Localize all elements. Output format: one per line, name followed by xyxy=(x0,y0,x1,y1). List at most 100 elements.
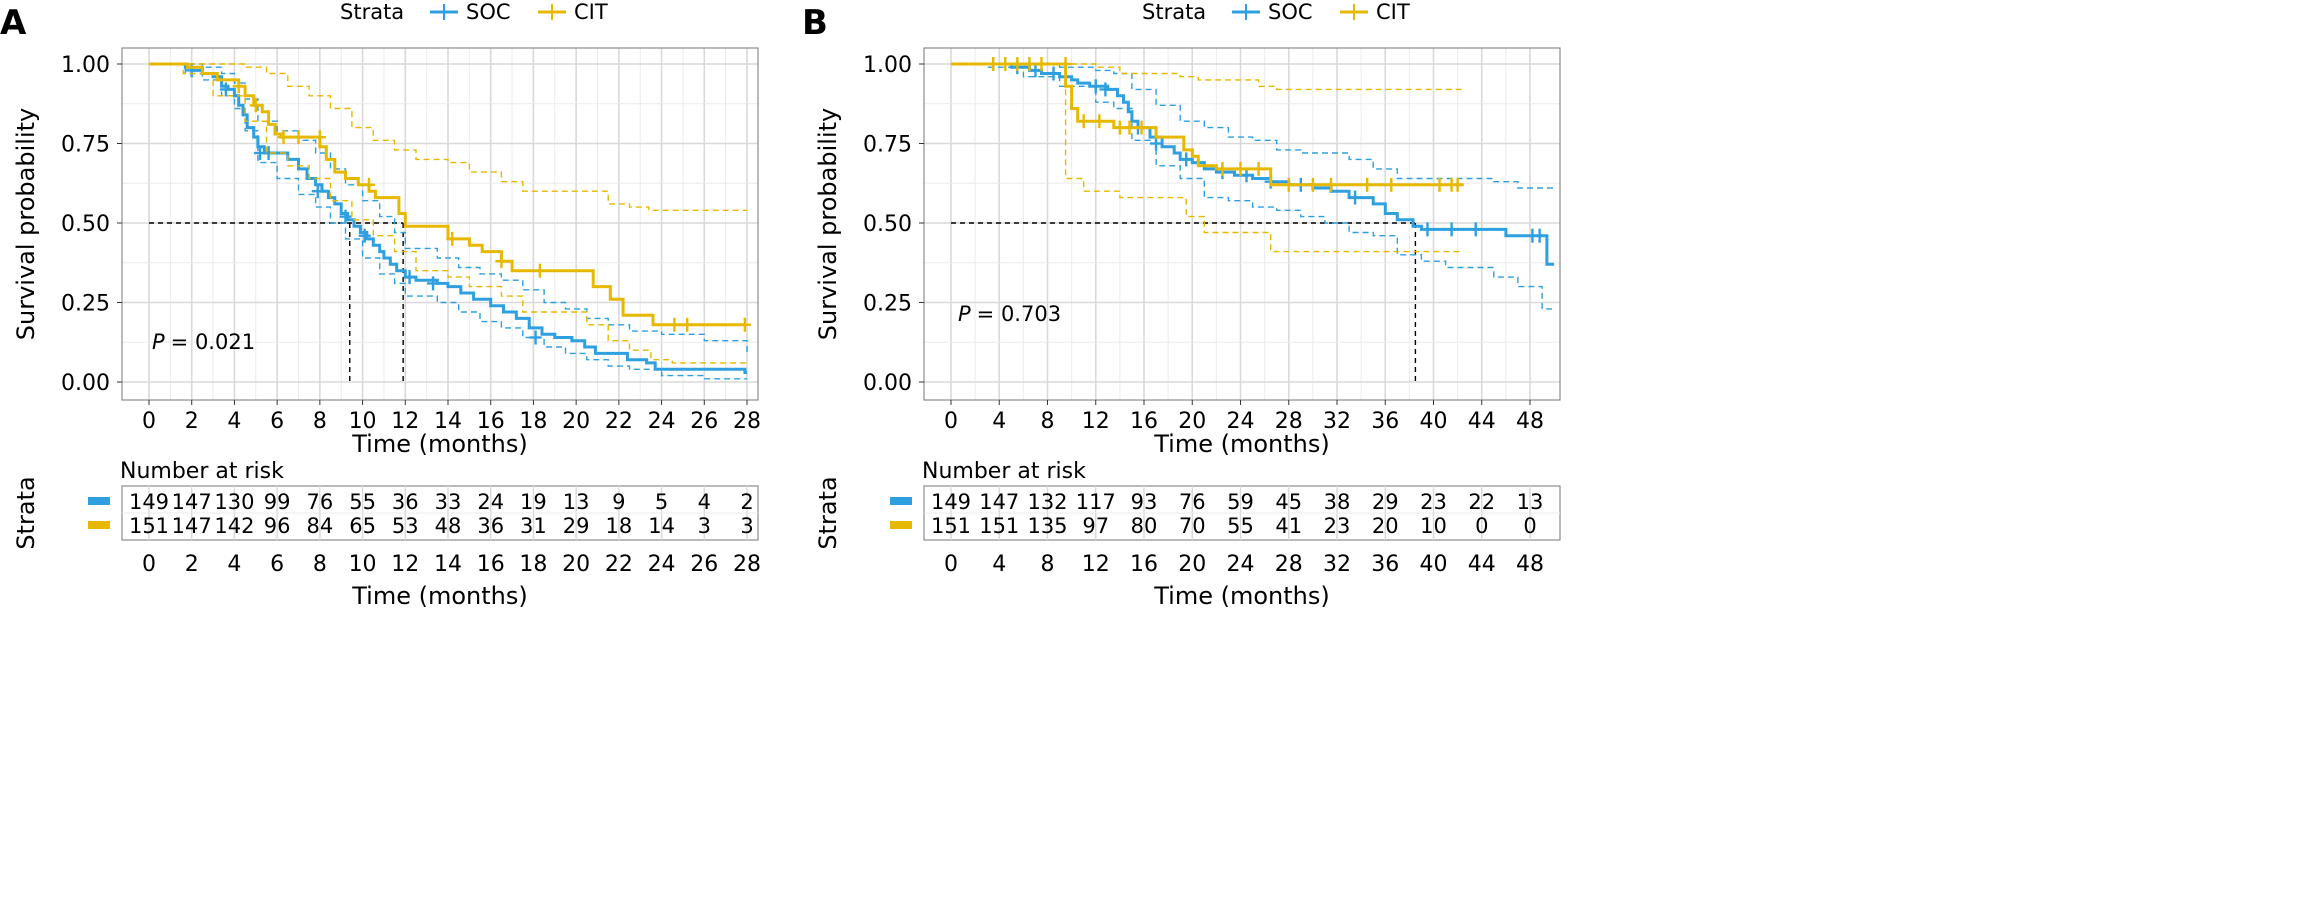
risk-count-cit: 10 xyxy=(1420,514,1447,538)
risk-x-tick-label: 48 xyxy=(1516,552,1544,577)
risk-x-tick-label: 0 xyxy=(142,552,156,577)
censor-mark-soc xyxy=(219,82,232,97)
x-tick-label: 40 xyxy=(1420,409,1448,434)
p-value: P = 0.021 xyxy=(152,330,255,354)
x-tick-label: 20 xyxy=(1178,409,1206,434)
survival-curve-cit xyxy=(951,62,1464,187)
panel-letter: A xyxy=(0,3,27,43)
y-axis-title: Survival probability xyxy=(814,108,842,340)
censor-mark-cit xyxy=(1385,177,1398,192)
x-tick-label: 18 xyxy=(519,409,547,434)
censor-mark-cit xyxy=(987,57,1000,71)
x-tick-label: 0 xyxy=(944,409,958,434)
censor-mark-cit xyxy=(668,317,681,332)
risk-x-tick-label: 24 xyxy=(648,552,676,577)
censor-mark-soc xyxy=(1089,79,1102,94)
legend-label-soc: SOC xyxy=(1268,0,1313,24)
risk-count-soc: 5 xyxy=(655,490,668,514)
risk-count-cit: 135 xyxy=(1027,514,1067,538)
risk-count-soc: 22 xyxy=(1468,490,1495,514)
legend-title: Strata xyxy=(1142,0,1206,24)
risk-count-cit: 23 xyxy=(1324,514,1351,538)
risk-count-cit: 151 xyxy=(931,514,971,538)
risk-count-soc: 149 xyxy=(129,490,169,514)
risk-x-tick-label: 16 xyxy=(477,552,505,577)
risk-x-tick-label: 20 xyxy=(562,552,590,577)
censor-mark-cit xyxy=(533,263,546,278)
risk-count-cit: 142 xyxy=(214,514,254,538)
x-tick-label: 22 xyxy=(605,409,633,434)
risk-x-tick-label: 18 xyxy=(519,552,547,577)
x-tick-label: 12 xyxy=(1082,409,1110,434)
x-tick-label: 14 xyxy=(434,409,462,434)
risk-count-soc: 9 xyxy=(612,490,625,514)
plot-border xyxy=(121,47,759,401)
risk-count-cit: 147 xyxy=(172,514,212,538)
risk-count-cit: 0 xyxy=(1475,514,1488,538)
risk-count-soc: 2 xyxy=(740,490,753,514)
censor-mark-cit xyxy=(362,177,375,192)
legend-title: Strata xyxy=(340,0,404,24)
censor-mark-cit xyxy=(1123,120,1136,135)
series-cit xyxy=(951,57,1464,253)
risk-x-tick-label: 28 xyxy=(1275,552,1303,577)
x-tick-label: 10 xyxy=(349,409,377,434)
censor-mark-cit xyxy=(249,98,262,113)
x-tick-label: 20 xyxy=(562,409,590,434)
ci-upper-cit xyxy=(951,63,1464,91)
risk-count-cit: 18 xyxy=(605,514,632,538)
risk-count-cit: 20 xyxy=(1372,514,1399,538)
censor-mark-cit xyxy=(1252,161,1265,176)
x-tick-label: 24 xyxy=(648,409,676,434)
survival-curve-soc xyxy=(951,62,1555,266)
censor-mark-cit xyxy=(1135,120,1148,135)
censor-mark-cit xyxy=(1361,177,1374,192)
risk-x-tick-label: 22 xyxy=(605,552,633,577)
risk-count-cit: 14 xyxy=(648,514,675,538)
risk-count-cit: 70 xyxy=(1179,514,1206,538)
censor-mark-cit xyxy=(1077,114,1090,129)
risk-count-soc: 38 xyxy=(1324,490,1351,514)
x-tick-label: 32 xyxy=(1323,409,1351,434)
x-tick-label: 4 xyxy=(227,409,241,434)
p-value-text: = 0.703 xyxy=(977,302,1061,326)
p-value-symbol: P xyxy=(152,330,165,354)
censor-mark-soc xyxy=(1533,228,1546,243)
risk-x-tick-label: 20 xyxy=(1178,552,1206,577)
risk-count-soc: 4 xyxy=(698,490,711,514)
y-tick-label: 0.50 xyxy=(61,212,110,237)
legend-label-cit: CIT xyxy=(1376,0,1410,24)
y-tick-label: 0.75 xyxy=(863,133,912,158)
risk-count-cit: 53 xyxy=(392,514,419,538)
x-tick-label: 48 xyxy=(1516,409,1544,434)
risk-x-axis-title: Time (months) xyxy=(351,582,528,610)
censor-mark-cit xyxy=(681,317,694,332)
risk-x-tick-label: 40 xyxy=(1420,552,1448,577)
risk-strata-key-cit xyxy=(890,521,912,529)
legend: Strata SOC CIT xyxy=(1142,0,1410,24)
censor-mark-soc xyxy=(1240,168,1253,183)
ci-upper-soc xyxy=(149,63,748,354)
censor-mark-cit xyxy=(1023,57,1036,71)
risk-count-cit: 97 xyxy=(1082,514,1109,538)
risk-count-soc: 59 xyxy=(1227,490,1254,514)
risk-count-cit: 0 xyxy=(1523,514,1536,538)
censor-mark-soc xyxy=(339,209,352,224)
risk-x-tick-label: 8 xyxy=(1041,552,1055,577)
censor-mark-cit xyxy=(738,317,751,332)
risk-count-soc: 93 xyxy=(1131,490,1158,514)
x-tick-label: 24 xyxy=(1227,409,1255,434)
risk-count-soc: 149 xyxy=(931,490,971,514)
censor-mark-soc xyxy=(1421,222,1434,237)
x-tick-label: 12 xyxy=(391,409,419,434)
y-axis-title: Survival probability xyxy=(12,108,40,340)
risk-x-tick-label: 0 xyxy=(944,552,958,577)
risk-count-cit: 3 xyxy=(740,514,753,538)
risk-x-tick-label: 32 xyxy=(1323,552,1351,577)
risk-table-y-title: Strata xyxy=(12,476,40,549)
censor-mark-soc xyxy=(358,228,371,243)
censor-mark-soc xyxy=(1349,190,1362,205)
risk-x-tick-label: 28 xyxy=(733,552,761,577)
risk-count-soc: 45 xyxy=(1275,490,1302,514)
